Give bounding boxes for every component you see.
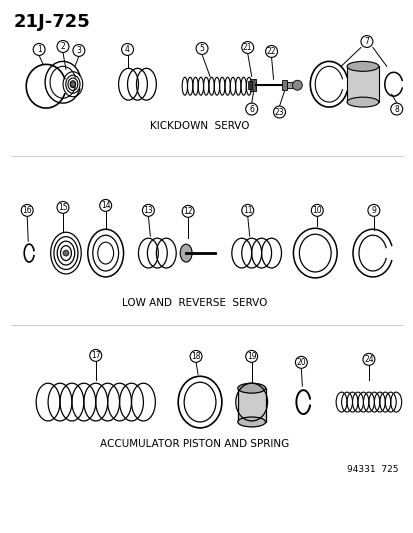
Circle shape bbox=[63, 250, 69, 256]
Text: 21: 21 bbox=[242, 43, 252, 52]
Circle shape bbox=[292, 80, 301, 90]
Text: 6: 6 bbox=[249, 104, 254, 114]
Text: LOW AND  REVERSE  SERVO: LOW AND REVERSE SERVO bbox=[122, 298, 267, 308]
Circle shape bbox=[182, 205, 194, 217]
Circle shape bbox=[245, 350, 257, 362]
Ellipse shape bbox=[237, 383, 265, 393]
Bar bbox=[346, 66, 378, 102]
Text: 16: 16 bbox=[22, 206, 32, 215]
Circle shape bbox=[311, 205, 323, 216]
Text: KICKDOWN  SERVO: KICKDOWN SERVO bbox=[150, 121, 249, 131]
Text: 5: 5 bbox=[199, 44, 204, 53]
Text: 4: 4 bbox=[125, 45, 130, 54]
Circle shape bbox=[367, 205, 379, 216]
Circle shape bbox=[73, 44, 85, 56]
Circle shape bbox=[100, 199, 112, 212]
Text: ACCUMULATOR PISTON AND SPRING: ACCUMULATOR PISTON AND SPRING bbox=[100, 439, 289, 449]
Circle shape bbox=[273, 106, 285, 118]
Text: 18: 18 bbox=[191, 352, 200, 361]
Text: 22: 22 bbox=[266, 47, 275, 56]
Bar bbox=[287, 82, 295, 88]
Circle shape bbox=[90, 350, 102, 361]
Text: 19: 19 bbox=[246, 352, 256, 361]
Circle shape bbox=[245, 103, 257, 115]
Text: 10: 10 bbox=[312, 206, 321, 215]
Text: 20: 20 bbox=[296, 358, 306, 367]
Bar bbox=[237, 388, 265, 422]
Circle shape bbox=[190, 350, 202, 362]
Circle shape bbox=[33, 44, 45, 55]
Circle shape bbox=[295, 357, 306, 368]
Ellipse shape bbox=[237, 417, 265, 427]
Text: 15: 15 bbox=[58, 203, 68, 212]
Text: 2: 2 bbox=[60, 42, 65, 51]
Circle shape bbox=[362, 353, 374, 365]
Circle shape bbox=[360, 36, 372, 47]
Text: 3: 3 bbox=[76, 46, 81, 55]
Text: 94331  725: 94331 725 bbox=[347, 465, 398, 474]
Text: 9: 9 bbox=[370, 206, 375, 215]
Circle shape bbox=[121, 44, 133, 55]
Text: 14: 14 bbox=[101, 201, 110, 210]
Text: 24: 24 bbox=[363, 355, 373, 364]
Circle shape bbox=[196, 43, 207, 54]
Text: 21J-725: 21J-725 bbox=[13, 13, 90, 31]
Circle shape bbox=[21, 205, 33, 216]
Text: 1: 1 bbox=[37, 45, 41, 54]
Circle shape bbox=[241, 42, 253, 53]
Bar bbox=[249, 79, 255, 91]
Text: 12: 12 bbox=[183, 207, 192, 216]
Text: 13: 13 bbox=[143, 206, 153, 215]
Text: 17: 17 bbox=[91, 351, 100, 360]
Circle shape bbox=[57, 41, 69, 52]
Circle shape bbox=[265, 45, 277, 58]
Circle shape bbox=[57, 201, 69, 213]
Text: 8: 8 bbox=[394, 104, 398, 114]
Ellipse shape bbox=[346, 97, 378, 107]
Bar bbox=[282, 80, 287, 90]
Circle shape bbox=[390, 103, 402, 115]
Text: 23: 23 bbox=[274, 108, 284, 117]
Circle shape bbox=[142, 205, 154, 216]
Ellipse shape bbox=[346, 61, 378, 71]
Text: 7: 7 bbox=[363, 37, 368, 46]
Circle shape bbox=[70, 82, 75, 87]
Circle shape bbox=[241, 205, 253, 216]
Ellipse shape bbox=[180, 244, 192, 262]
Bar bbox=[247, 81, 251, 89]
Text: 11: 11 bbox=[242, 206, 252, 215]
